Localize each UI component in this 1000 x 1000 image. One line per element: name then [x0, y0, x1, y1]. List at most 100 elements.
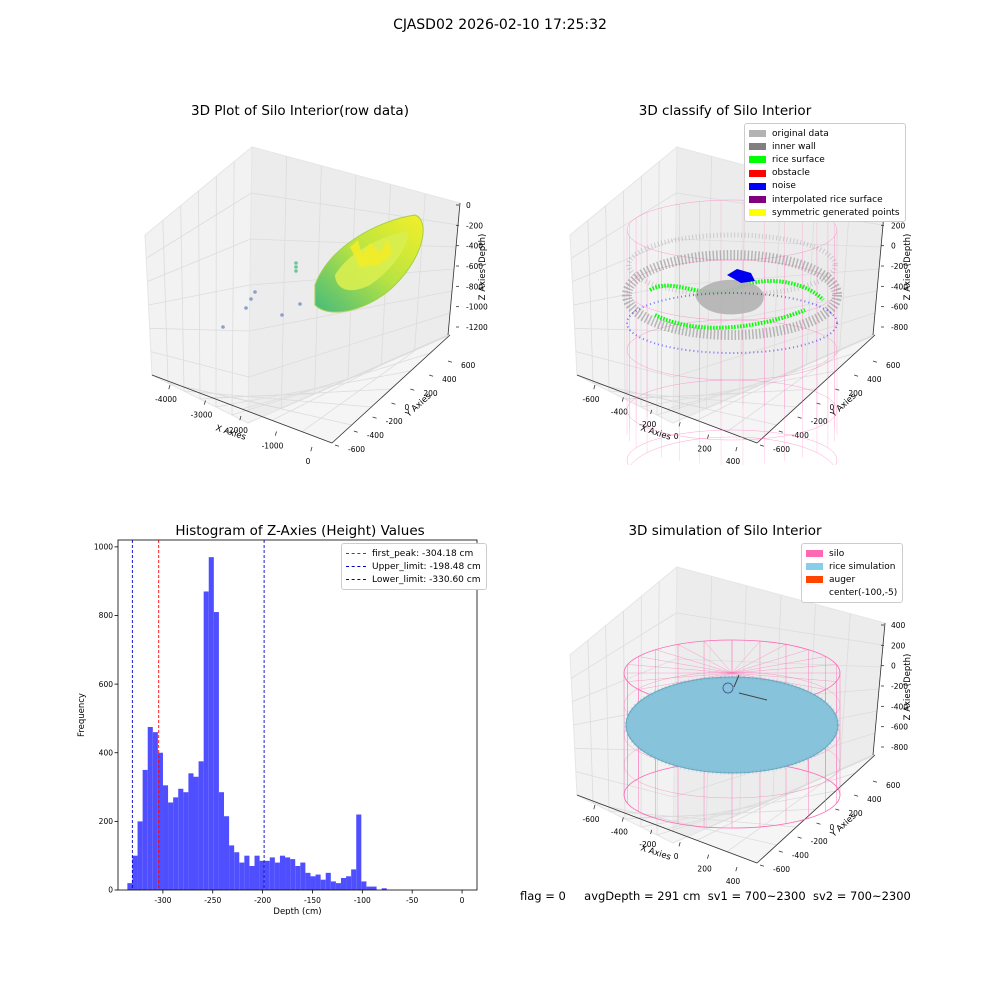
axes-box: -600-400-2000200400-600-400-200020040060…: [569, 145, 913, 465]
axis-tick: [310, 446, 313, 452]
z-tick-label: -600: [891, 303, 908, 312]
y-tick-label: -400: [792, 851, 809, 860]
histogram-bar: [295, 865, 301, 890]
figure-title: CJASD02 2026-02-10 17:25:32: [393, 17, 607, 33]
silo-spoke: [731, 672, 837, 682]
axis-line: [331, 334, 451, 444]
histogram-bar: [366, 886, 372, 890]
classify-legend-entry: obstacle: [749, 167, 900, 180]
histogram-bar: [198, 761, 204, 890]
grid-line: [839, 334, 874, 351]
axis-tick: [835, 808, 840, 811]
histogram-bar: [127, 883, 133, 890]
x-tick-label: -1000: [262, 442, 284, 451]
classify-legend-entry: rice surface: [749, 153, 900, 166]
y-tick-label: -600: [348, 445, 365, 454]
z-tick-label: -600: [466, 262, 483, 271]
histogram-bar: [178, 788, 184, 890]
histogram-bar: [183, 792, 189, 890]
classify-3d-plot: -600-400-2000200400-600-400-200020040060…: [569, 145, 913, 465]
histogram-bar: [325, 872, 331, 890]
histogram-bar: [330, 881, 336, 890]
sv2-value: sv2 = 700~2300: [812, 889, 911, 903]
x-tick-label: 200: [697, 445, 712, 454]
silo-spoke: [627, 664, 733, 674]
axis-tick: [778, 430, 783, 433]
histogram-bar: [285, 857, 291, 890]
axis-tick: [797, 416, 802, 419]
histogram-bar: [224, 816, 230, 890]
z-tick-label: -800: [466, 282, 483, 291]
histogram-bar: [254, 855, 260, 890]
z-tick-label: -400: [891, 702, 908, 711]
simulation-legend-swatch: [806, 590, 823, 597]
axis-line: [756, 334, 876, 444]
y-tick-label: 400: [867, 375, 882, 384]
simulation-legend-entry: center(-100,-5): [806, 587, 897, 600]
grid-line: [575, 351, 674, 378]
y-tick-label: 600: [886, 361, 901, 370]
inner-wall-ring: [622, 250, 842, 340]
outlier-point: [298, 302, 302, 306]
x-tick-label: -300: [154, 896, 171, 905]
simulation-legend-label: silo: [829, 548, 845, 559]
original-data-cluster: [695, 279, 764, 315]
histogram-bar: [335, 883, 341, 890]
histogram-bar: [264, 860, 270, 890]
axis-tick: [239, 415, 242, 421]
histogram-bar: [279, 855, 286, 890]
axis-tick: [816, 402, 821, 405]
axis-tick: [621, 817, 624, 822]
rice-simulation-surface: [625, 676, 839, 774]
histogram-bar: [208, 557, 214, 890]
histogram-bar: [162, 785, 169, 890]
histogram-bar: [361, 881, 367, 890]
silo-spoke: [731, 656, 826, 674]
z-tick-label: -800: [891, 743, 908, 752]
histogram-legend-label: Upper_limit: -198.48 cm: [372, 561, 481, 572]
classify-legend-entry: original data: [749, 127, 900, 140]
simulation-legend-label: auger: [829, 574, 856, 585]
axis-tick: [650, 829, 653, 835]
axis-tick: [593, 384, 596, 390]
histogram-bar: [300, 862, 306, 890]
axis-tick: [872, 360, 878, 363]
histogram-bar: [173, 797, 179, 890]
histogram-bar: [259, 860, 265, 890]
x-tick-label: -4000: [155, 395, 177, 404]
histogram-bar: [290, 859, 296, 890]
y-tick-label: 1000: [94, 543, 113, 552]
axis-tick: [274, 431, 277, 436]
z-tick-label: 0: [466, 201, 471, 210]
classify-legend-swatch: [749, 169, 766, 177]
x-tick-label: 0: [306, 457, 311, 465]
histogram-bar: [203, 591, 209, 890]
axis-tick: [854, 794, 859, 797]
axis-tick: [816, 822, 821, 825]
histogram-bar: [356, 814, 362, 890]
raw-plot-title: 3D Plot of Silo Interior(row data): [191, 103, 409, 119]
simulation-legend-entry: rice simulation: [806, 560, 897, 573]
auger-line: [733, 674, 740, 688]
x-tick-label: 0: [674, 432, 679, 441]
outlier-point: [294, 269, 298, 273]
grid-line: [575, 771, 674, 798]
classify-legend-label: inner wall: [772, 141, 816, 152]
z-tick-label: 200: [891, 221, 906, 230]
x-tick-label: -400: [611, 407, 628, 416]
silo-spoke: [731, 664, 837, 674]
grid-line: [414, 334, 449, 351]
histogram-bar: [269, 857, 275, 890]
outlier-point: [294, 261, 298, 265]
y-tick-label: 0: [405, 403, 410, 412]
silo-spoke: [731, 649, 809, 674]
histogram-bar: [381, 888, 387, 890]
histogram-bar: [218, 792, 225, 890]
histogram-bar: [244, 855, 250, 890]
raw-data-3d-plot: -4000-3000-2000-10000-600-400-2000200400…: [144, 145, 488, 465]
x-tick-label: -150: [304, 896, 321, 905]
axis-tick: [835, 388, 840, 391]
axis-tick: [707, 854, 709, 859]
simulation-legend-swatch: [806, 563, 823, 571]
axis-tick: [334, 444, 340, 447]
